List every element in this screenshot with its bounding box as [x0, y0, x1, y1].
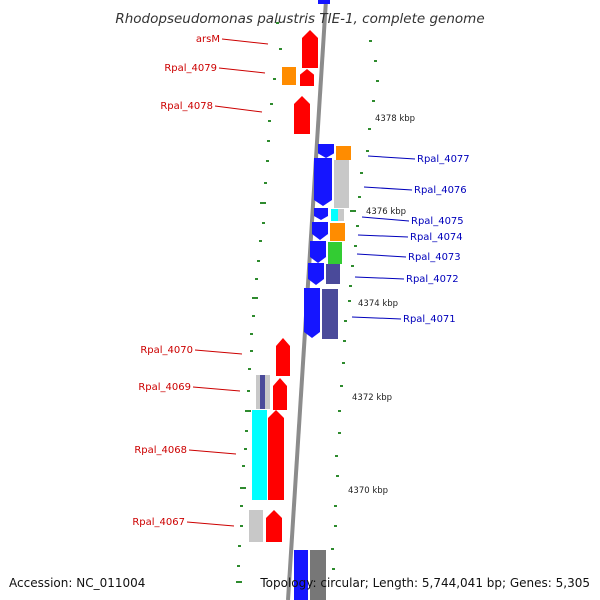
rpal-4074-feature — [330, 223, 345, 241]
forward-gene-label: Rpal_4069 — [138, 382, 191, 393]
reverse-leader-line — [357, 234, 409, 238]
rpal-4079a-feature — [300, 69, 314, 86]
rpal-4071-feature — [322, 289, 338, 339]
reverse-gene-label: Rpal_4071 — [403, 314, 456, 325]
rpal-4073-feature — [328, 242, 342, 264]
rpal-4075a-feature — [331, 209, 338, 221]
rpal-4069c-feature — [273, 378, 287, 410]
forward-gene-label: Rpal_4068 — [134, 445, 187, 456]
reverse-gene-label: Rpal_4077 — [417, 154, 470, 165]
rpal-4074-blue-feature — [312, 222, 328, 240]
forward-gene-label: Rpal_4078 — [160, 101, 213, 112]
rpal-4079-feature — [282, 67, 296, 85]
bottom-gray-feature — [310, 550, 326, 600]
reverse-leader-line — [367, 155, 416, 160]
rpal-4076-blue-feature — [314, 158, 332, 206]
rpal-4077-blue-feature — [318, 144, 334, 158]
forward-leader-line — [194, 349, 243, 355]
rpal-4075-blue-feature — [314, 208, 328, 220]
reverse-gene-label: Rpal_4076 — [414, 185, 467, 196]
rpal-4078-feature — [294, 96, 310, 134]
rpal-4067b-feature — [266, 510, 282, 542]
reverse-gene-label: Rpal_4074 — [410, 232, 463, 243]
rpal-4068b-feature — [268, 410, 284, 500]
forward-gene-label: arsM — [196, 34, 220, 45]
bottom-blue-feature — [294, 550, 308, 600]
forward-gene-label: Rpal_4079 — [164, 63, 217, 74]
reverse-leader-line — [363, 186, 413, 191]
rpal-4070-feature — [276, 338, 290, 376]
rpal-4073-blue-feature — [310, 241, 326, 263]
scale-tick-label: 4378 kbp — [375, 114, 415, 124]
forward-leader-line — [218, 67, 266, 74]
rpal-4075b-feature — [338, 209, 344, 221]
reverse-leader-line — [361, 216, 410, 222]
rpal-4076-feature — [334, 160, 349, 208]
rpal-4072-blue-feature — [308, 263, 324, 285]
accession-text: Accession: NC_011004 — [9, 576, 145, 590]
forward-gene-label: Rpal_4067 — [132, 517, 185, 528]
topology-text: Topology: circular; Length: 5,744,041 bp… — [259, 576, 590, 590]
rpal-4072-feature — [326, 264, 340, 284]
forward-leader-line — [221, 38, 269, 45]
reverse-leader-line — [354, 276, 405, 280]
scale-ticks: 4378 kbp 4376 kbp 4374 kbp 4372 kbp 4370 kbp — [348, 114, 415, 496]
reverse-gene-label: Rpal_4073 — [408, 252, 461, 263]
reverse-gene-label: Rpal_4075 — [411, 216, 464, 227]
reverse-leader-line — [351, 316, 402, 320]
forward-leader-line — [214, 105, 263, 113]
rpal-4077-feature — [336, 146, 351, 160]
scale-tick-label: 4374 kbp — [358, 299, 398, 309]
reverse-leader-line — [356, 253, 407, 258]
feature-track — [249, 0, 351, 600]
rpal-4068a-feature — [252, 410, 267, 500]
scale-tick-label: 4376 kbp — [366, 207, 406, 217]
rpal-4067a-feature — [249, 510, 263, 542]
forward-leader-line — [192, 386, 241, 392]
gc-content-dots — [236, 22, 379, 583]
arsM-feature — [302, 30, 318, 68]
rpal-4069b-feature — [260, 375, 265, 409]
forward-leader-line — [186, 521, 235, 527]
scale-tick-label: 4372 kbp — [352, 393, 392, 403]
scale-tick-label: 4370 kbp — [348, 486, 388, 496]
map-title: Rhodopseudomonas palustris TIE-1, comple… — [115, 11, 484, 27]
top-blue-feature — [318, 0, 330, 4]
reverse-gene-label: Rpal_4072 — [406, 274, 459, 285]
forward-gene-label: Rpal_4070 — [140, 345, 193, 356]
rpal-4071-blue-feature — [304, 288, 320, 338]
gene-labels: arsM Rpal_4079 Rpal_4078 Rpal_4070 Rpal_4069… — [132, 34, 469, 528]
forward-leader-line — [188, 449, 237, 455]
